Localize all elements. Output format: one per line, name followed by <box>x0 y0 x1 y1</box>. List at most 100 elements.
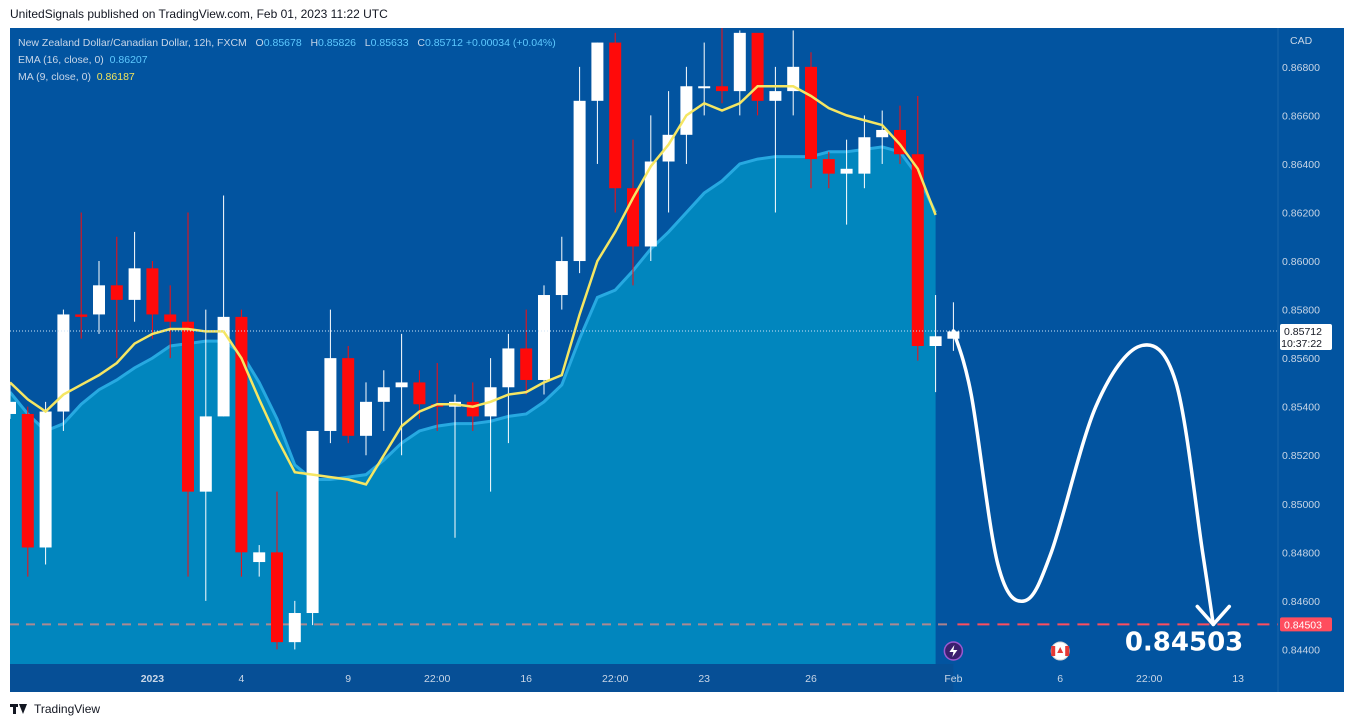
candle <box>377 370 390 431</box>
footer: TradingView <box>10 702 100 716</box>
candle <box>360 382 372 456</box>
candle <box>306 430 319 626</box>
candle <box>751 32 764 116</box>
candle <box>395 333 408 456</box>
candle-body <box>395 382 408 388</box>
x-tick-label: 26 <box>805 673 817 685</box>
candle <box>644 115 657 262</box>
candle-body <box>199 416 212 492</box>
candle-body <box>840 168 853 174</box>
legend-ema-label: EMA (16, close, 0) <box>18 54 104 66</box>
publish-caption: UnitedSignals published on TradingView.c… <box>10 7 388 21</box>
candle <box>342 346 355 444</box>
candle <box>271 491 283 650</box>
projection-arrowhead <box>1195 604 1232 627</box>
x-tick-label: 2023 <box>141 673 165 685</box>
candle <box>555 236 568 310</box>
legend-symbol-row: New Zealand Dollar/Canadian Dollar, 12h,… <box>18 35 556 52</box>
candle-body <box>876 129 889 138</box>
candle <box>662 91 675 213</box>
candle-body <box>253 552 266 563</box>
candle-body <box>609 42 622 189</box>
canada-flag-icon <box>1050 641 1070 661</box>
candle <box>324 309 337 444</box>
candle <box>733 30 746 116</box>
y-tick-label: 0.84800 <box>1282 547 1320 559</box>
chart-legend: New Zealand Dollar/Canadian Dollar, 12h,… <box>18 35 556 86</box>
candle-body <box>751 32 764 101</box>
legend-symbol: New Zealand Dollar/Canadian Dollar, 12h,… <box>18 37 247 49</box>
price-chart[interactable]: 0.84503 0.84400 0.84600 0.84800 0.85000 0.852… <box>10 28 1344 692</box>
candle-body <box>680 86 693 135</box>
candle-body <box>502 348 515 388</box>
target-price-tag: 0.84503 <box>1280 617 1332 632</box>
candle-body <box>466 401 479 417</box>
candle <box>520 309 533 395</box>
candle <box>431 362 444 431</box>
candle-body <box>377 387 390 402</box>
candle-body <box>217 316 230 417</box>
candle-body <box>805 66 817 160</box>
candle-body <box>182 321 194 492</box>
candle <box>75 212 88 339</box>
candle-body <box>75 314 88 317</box>
candle <box>591 42 604 164</box>
canada-flag-left <box>1051 646 1056 656</box>
x-tick-label: 13 <box>1232 673 1244 685</box>
time-axis-shade <box>10 664 954 692</box>
candle <box>858 115 871 189</box>
candle-body <box>110 285 123 300</box>
candle-body <box>342 358 355 436</box>
candle-body <box>360 401 372 436</box>
candle <box>253 545 266 577</box>
y-tick-label: 0.85800 <box>1282 305 1320 317</box>
candle <box>110 236 123 359</box>
candle <box>164 285 177 359</box>
candle-body <box>733 32 746 92</box>
y-tick-label: 0.85200 <box>1282 450 1320 462</box>
lightning-icon-bolt <box>949 645 958 657</box>
candle <box>146 261 159 339</box>
legend-open: 0.85678 <box>263 37 302 49</box>
candle-body <box>769 91 782 101</box>
x-tick-label: 4 <box>238 673 244 685</box>
candle-body <box>164 314 177 322</box>
legend-close: 0.85712 <box>424 37 463 49</box>
y-tick-label: 0.85600 <box>1282 353 1320 365</box>
candle <box>876 110 889 164</box>
candle <box>573 66 586 274</box>
candle-body <box>591 42 604 101</box>
candle-body <box>306 430 319 614</box>
legend-close-label: C <box>417 37 425 49</box>
target-price-value: 0.84503 <box>1284 619 1322 631</box>
candle <box>769 66 782 213</box>
candle-body <box>324 358 337 431</box>
candle <box>199 309 212 601</box>
legend-ma-row: MA (9, close, 0) 0.86187 <box>18 69 556 86</box>
candle <box>787 30 800 116</box>
candle <box>822 151 835 189</box>
legend-low-label: L <box>364 37 371 49</box>
canada-flag-right <box>1065 646 1070 656</box>
candle-body <box>93 285 105 315</box>
last-price-countdown: 10:37:22 <box>1281 338 1322 350</box>
target-price-tag-bg <box>1280 617 1332 632</box>
x-tick-label: Feb <box>944 673 962 685</box>
x-tick-label: 6 <box>1057 673 1063 685</box>
candle <box>929 295 942 393</box>
legend-high: 0.85826 <box>318 37 357 49</box>
y-tick-label: 0.84400 <box>1282 644 1320 656</box>
candle <box>10 382 16 419</box>
candle <box>502 333 515 444</box>
candle <box>128 231 141 322</box>
y-tick-label: 0.86200 <box>1282 207 1320 219</box>
y-tick-label: 0.84600 <box>1282 596 1320 608</box>
legend-high-label: H <box>310 37 319 49</box>
canada-flag-leaf <box>1057 647 1064 653</box>
legend-change: +0.00034 (+0.04%) <box>465 37 556 49</box>
candle-body <box>538 295 550 380</box>
y-tick-label: 0.86600 <box>1282 110 1320 122</box>
candle-body <box>822 159 835 174</box>
ma-line <box>10 85 937 486</box>
